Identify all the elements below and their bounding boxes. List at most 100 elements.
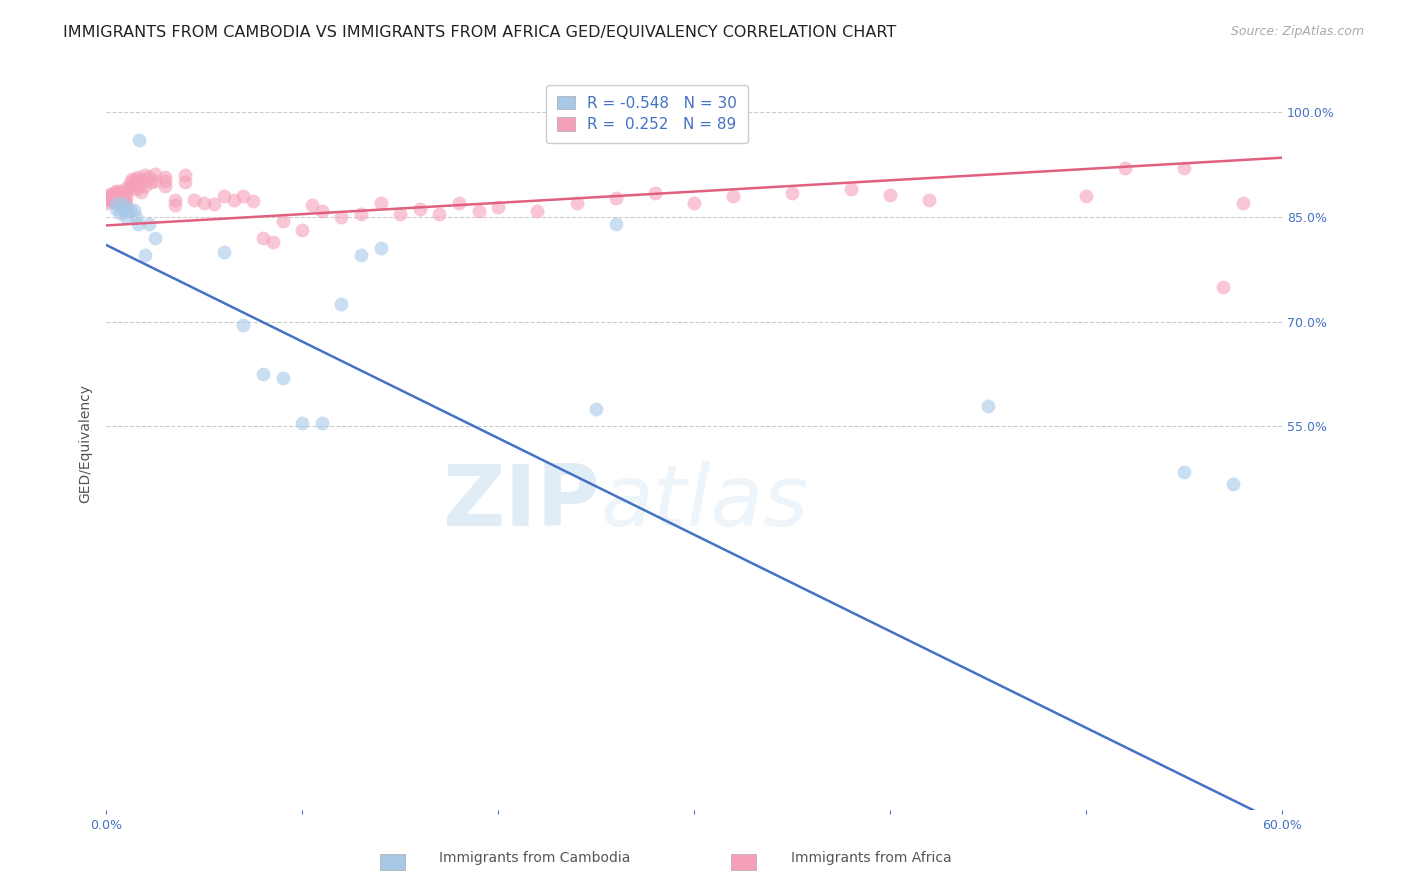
Point: [370, 242, 392, 256]
Point: [114, 196, 136, 211]
Point: [103, 186, 125, 201]
Point: [108, 184, 131, 198]
Point: [644, 186, 666, 200]
Point: [124, 177, 146, 191]
Point: [212, 244, 235, 259]
Point: [183, 193, 205, 207]
Point: [111, 186, 134, 201]
Point: [108, 190, 131, 204]
Point: [107, 191, 129, 205]
Point: [173, 175, 195, 189]
Point: [143, 167, 166, 181]
Point: [879, 187, 901, 202]
Point: [565, 196, 588, 211]
Point: [96, 189, 118, 203]
Point: [1114, 161, 1136, 176]
Point: [104, 189, 127, 203]
Point: [839, 182, 862, 196]
Point: [153, 169, 176, 184]
Point: [1173, 161, 1195, 176]
Point: [605, 190, 627, 204]
Point: [143, 174, 166, 188]
Point: [301, 198, 323, 212]
Legend: R = -0.548   N = 30, R =  0.252   N = 89: R = -0.548 N = 30, R = 0.252 N = 89: [546, 85, 748, 143]
Point: [683, 196, 706, 211]
Point: [252, 367, 274, 381]
Point: [114, 186, 136, 200]
Point: [124, 182, 146, 196]
Point: [96, 194, 118, 208]
Text: Immigrants from Africa: Immigrants from Africa: [792, 851, 952, 865]
Point: [1222, 476, 1244, 491]
Point: [605, 217, 627, 231]
Point: [127, 217, 149, 231]
Point: [114, 204, 136, 219]
Point: [118, 180, 141, 194]
Point: [111, 192, 134, 206]
Point: [193, 196, 215, 211]
Point: [447, 196, 470, 211]
Point: [389, 206, 412, 220]
Point: [128, 133, 150, 147]
Point: [118, 175, 141, 189]
Point: [311, 204, 333, 219]
Point: [114, 200, 136, 214]
Point: [330, 210, 353, 224]
Point: [153, 179, 176, 194]
Point: [780, 186, 803, 200]
Point: [163, 198, 186, 212]
Point: [104, 194, 127, 208]
Point: [114, 190, 136, 204]
Point: [252, 231, 274, 245]
Point: [101, 187, 124, 202]
Point: [96, 196, 118, 211]
Point: [1232, 196, 1254, 211]
Point: [291, 222, 314, 236]
Point: [112, 194, 135, 209]
Point: [232, 318, 254, 333]
Point: [108, 206, 131, 220]
Point: [330, 297, 353, 311]
Point: [585, 402, 607, 417]
Point: [977, 399, 1000, 413]
Point: [96, 190, 118, 204]
Point: [311, 416, 333, 430]
Point: [1173, 465, 1195, 479]
Text: Immigrants from Cambodia: Immigrants from Cambodia: [439, 851, 630, 865]
Point: [104, 202, 127, 216]
Point: [526, 204, 548, 219]
Point: [121, 171, 143, 186]
Point: [134, 168, 156, 182]
Point: [202, 197, 225, 211]
Text: IMMIGRANTS FROM CAMBODIA VS IMMIGRANTS FROM AFRICA GED/EQUIVALENCY CORRELATION C: IMMIGRANTS FROM CAMBODIA VS IMMIGRANTS F…: [63, 25, 897, 40]
Point: [124, 210, 146, 224]
Point: [103, 194, 125, 209]
Text: Source: ZipAtlas.com: Source: ZipAtlas.com: [1230, 25, 1364, 38]
Point: [114, 180, 136, 194]
Point: [723, 189, 745, 203]
Point: [131, 185, 153, 199]
Point: [98, 187, 121, 202]
Point: [101, 193, 124, 207]
Text: atlas: atlas: [600, 461, 808, 544]
Point: [138, 169, 160, 184]
Y-axis label: GED/Equivalency: GED/Equivalency: [79, 384, 93, 503]
Point: [127, 169, 149, 184]
Point: [128, 180, 150, 194]
Point: [98, 191, 121, 205]
Point: [103, 190, 125, 204]
Point: [143, 231, 166, 245]
Point: [118, 202, 141, 217]
Point: [114, 210, 136, 224]
Point: [291, 416, 314, 430]
Point: [467, 204, 489, 219]
Point: [173, 168, 195, 182]
Point: [122, 202, 145, 217]
Point: [262, 235, 284, 249]
Point: [222, 193, 245, 207]
Point: [271, 213, 294, 227]
Point: [486, 200, 509, 214]
Point: [124, 171, 146, 186]
Point: [112, 189, 135, 203]
Point: [212, 189, 235, 203]
